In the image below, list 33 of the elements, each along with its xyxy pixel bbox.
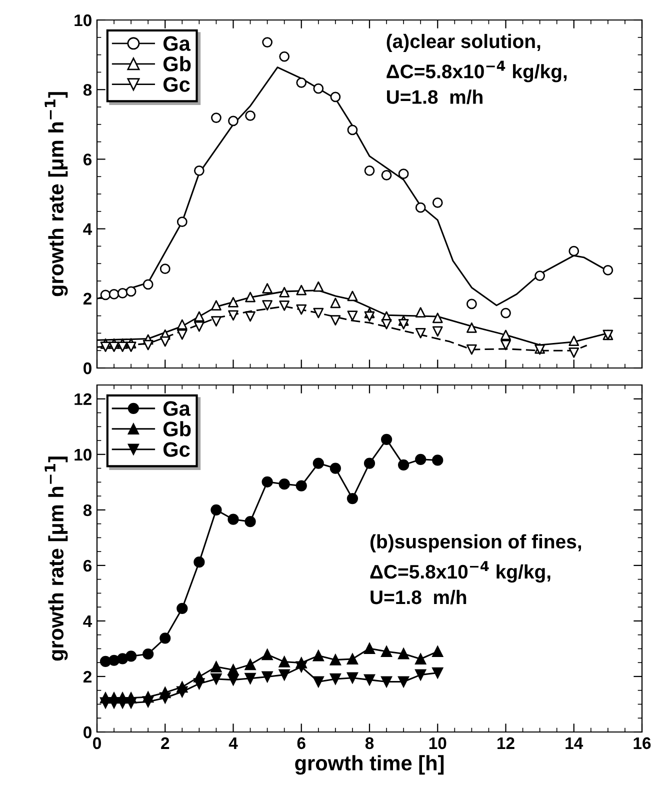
x-tick-label: 0 [93,737,101,750]
x-tick-label: 2 [161,737,170,749]
y-tick-label: 4 [83,223,92,235]
legend-label: Ga [163,401,191,416]
legend-label: Gc [163,442,190,457]
y-tick-label: 8 [83,84,92,96]
y-tick-label: 6 [83,560,92,572]
text: (a)clear solution, ΔC=5.8x10$^{−4}$ kg/kg, U=1.8 m/h [386,34,567,104]
x-tick-label: 6 [297,737,306,750]
x-tick-label: 16 [634,737,651,750]
legend-label: Ga [163,36,191,51]
y-axis-title: growth rate [μm h$^{−1}$] [44,456,68,661]
x-tick-label: 14 [566,737,584,749]
y-tick-label: 12 [74,393,92,405]
y-tick-label: 8 [83,504,92,516]
y-tick-label: 2 [83,292,92,304]
text: (b)suspension of fines, ΔC=5.8x10$^{−4}$ kg/kg, U=1.8 m/h [370,534,582,604]
legend-label: Gc [163,77,190,92]
x-tick-label: 8 [365,737,374,750]
x-tick-label: 10 [429,737,446,750]
y-tick-label: 2 [83,670,92,683]
legend-label: Gb [163,56,191,72]
y-tick-label: 6 [83,154,92,166]
y-tick-label: 0 [84,362,92,374]
y-tick-label: 0 [84,726,92,738]
y-axis-title: growth rate [μm h$^{−1}$] [44,92,68,296]
y-tick-label: 4 [83,616,92,627]
y-tick-label: 10 [74,448,92,461]
y-tick-label: 10 [74,14,92,26]
legend-label: Gb [163,421,191,436]
x-tick-label: 4 [228,737,238,749]
x-tick-label: 12 [498,737,514,749]
x-axis-title: growth time [h] [295,755,444,775]
